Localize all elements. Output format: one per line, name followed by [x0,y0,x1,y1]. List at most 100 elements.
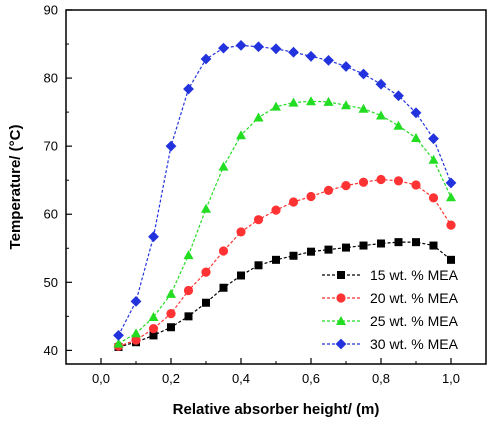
data-point [183,83,194,95]
data-point [445,177,457,189]
data-point [288,46,299,58]
data-point [342,243,350,252]
data-point [447,255,455,264]
data-point [113,338,124,348]
data-point [165,140,177,152]
data-point [183,250,194,260]
x-tick-label: 0,8 [372,371,390,386]
data-point [358,103,369,113]
data-point [201,203,211,213]
data-point [335,338,347,350]
data-point [323,96,334,106]
data-point [218,42,229,54]
data-point [270,43,282,55]
legend-item: 25 wt. % MEA [322,313,459,329]
data-point [358,68,369,80]
series-group [113,40,457,341]
data-point [428,133,439,145]
data-point [149,331,158,340]
data-point [336,293,346,303]
x-tick-label: 0,6 [302,371,320,386]
data-point [340,61,352,72]
data-point [305,50,317,62]
data-point [428,154,439,164]
data-point [358,177,369,187]
data-point [113,330,124,341]
series-line [117,44,452,336]
data-point [235,40,247,51]
data-point [148,324,159,334]
data-point [446,220,456,230]
y-axis-ticks: 40 50 60 70 80 90 [44,3,72,358]
data-point [201,267,211,277]
data-point [288,97,299,107]
data-point [166,309,176,319]
legend: 15 wt. % MEA 20 wt. % MEA 25 wt. % MEA 30 w… [322,267,459,352]
series-line [118,241,452,348]
data-point [306,191,316,202]
data-point [148,312,159,322]
data-point [130,295,142,307]
x-tick-label: 0,0 [92,371,110,386]
y-tick-label: 60 [44,207,58,222]
data-point [323,54,334,66]
data-point [410,107,422,119]
series-layer [113,40,457,351]
data-point [236,130,246,140]
data-point [200,53,212,65]
data-point [237,271,245,280]
data-point [337,271,345,279]
data-point [393,90,404,102]
data-point [219,283,228,292]
y-tick-label: 80 [44,71,58,86]
data-point [376,110,386,120]
series-group [113,96,456,348]
data-point [131,335,141,345]
x-tick-label: 0,2 [162,371,180,386]
legend-label: 15 wt. % MEA [370,267,459,283]
data-point [359,241,368,250]
data-point [393,120,404,130]
data-point [271,205,281,215]
series-group [113,174,456,351]
data-point [306,96,316,106]
data-point [341,100,351,110]
data-point [253,41,264,53]
data-point [446,192,456,202]
data-point [272,255,280,264]
data-point [341,181,351,191]
legend-item: 15 wt. % MEA [322,267,459,283]
legend-label: 20 wt. % MEA [370,290,459,306]
y-axis-title: Temperature/ (°C) [7,125,24,250]
data-point [377,239,385,248]
legend-label: 25 wt. % MEA [370,313,459,329]
y-tick-label: 90 [44,3,58,18]
data-point [428,193,439,203]
data-point [411,132,421,142]
data-point [412,238,420,247]
data-point [236,227,246,237]
y-tick-label: 70 [44,139,58,154]
data-point [429,241,438,250]
data-point [376,174,386,185]
data-point [288,197,299,207]
legend-label: 30 wt. % MEA [370,336,459,352]
x-tick-label: 1,0 [442,371,460,386]
data-point [202,298,210,307]
data-point [323,185,334,196]
data-point [336,316,346,325]
data-point [253,112,264,122]
data-point [254,261,263,270]
data-point [183,285,194,296]
data-point [167,323,175,332]
data-point [148,231,159,243]
data-point [324,245,333,254]
legend-item: 30 wt. % MEA [322,336,459,352]
data-point [393,176,404,186]
data-point [253,215,264,225]
data-point [375,78,387,90]
y-tick-label: 40 [44,343,58,358]
data-point [411,180,421,190]
data-point [271,101,281,111]
y-tick-label: 50 [44,275,58,290]
